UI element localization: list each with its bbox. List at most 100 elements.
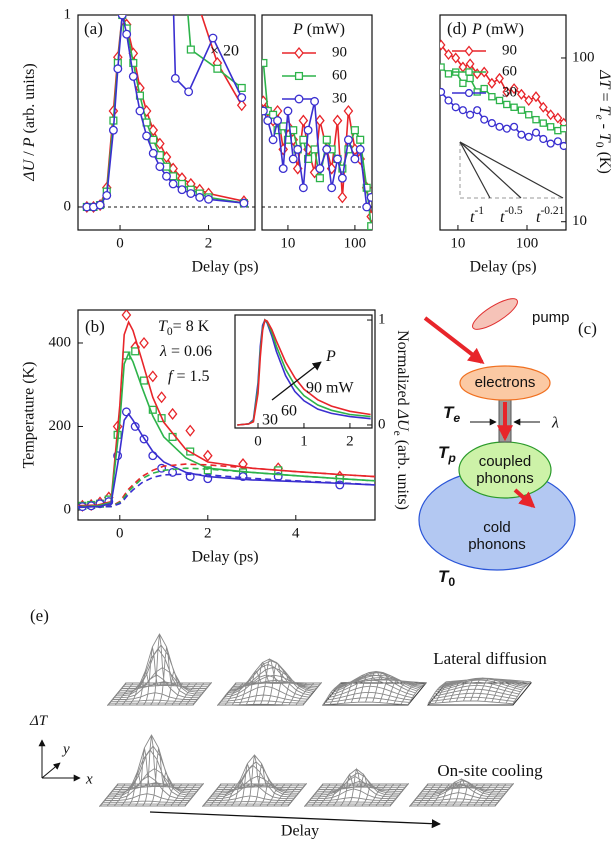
data-point (162, 171, 171, 181)
data-point (147, 370, 158, 383)
data-point (517, 106, 526, 114)
data-point (553, 137, 562, 146)
y-axis-label-part: / (21, 147, 38, 159)
data-point (102, 190, 112, 200)
axis-label: ΔT (29, 713, 49, 729)
data-point (128, 71, 138, 81)
diagram-label: electrons (475, 374, 536, 391)
legend-label: 90 (502, 42, 517, 58)
data-point (322, 135, 331, 144)
y-tick-label: 100 (572, 49, 595, 65)
data-point (268, 135, 278, 145)
legend-title-part: (mW) (482, 21, 524, 38)
temperature-label: T0 (438, 567, 455, 589)
data-point (148, 124, 159, 137)
y-axis-label-part: Normalized (394, 330, 411, 410)
gaussian-mesh (107, 633, 212, 706)
x-axis-label: Delay (ps) (469, 259, 536, 276)
legend-marker (464, 45, 474, 57)
data-point (191, 0, 199, 1)
data-point (148, 148, 158, 158)
data-point (108, 125, 118, 135)
data-point (367, 222, 372, 230)
gaussian-mesh (409, 778, 514, 807)
annotation-part: = 1.5 (172, 368, 209, 385)
data-point (343, 135, 353, 145)
gaussian-mesh (304, 767, 409, 807)
data-point (502, 86, 512, 98)
data-point (95, 200, 105, 210)
x-tick-label: 0 (254, 433, 262, 449)
y-tick-label: 400 (49, 334, 72, 350)
gaussian-mesh (427, 677, 532, 705)
data-point (546, 123, 555, 131)
cooling-arrow (513, 488, 536, 509)
data-point (531, 91, 541, 103)
data-point (553, 112, 563, 124)
annotation: t-0.21 (536, 205, 565, 226)
data-point (495, 96, 504, 105)
data-point (237, 83, 246, 92)
data-point (510, 122, 519, 131)
data-point (315, 174, 324, 183)
power-law-guide (459, 141, 522, 199)
data-point (444, 70, 453, 78)
data-point (546, 109, 556, 121)
data-point (129, 58, 138, 68)
data-point (278, 164, 288, 174)
data-point (559, 141, 566, 151)
data-point (495, 72, 504, 84)
data-point (362, 183, 371, 192)
diagram-label: pump (532, 309, 570, 326)
data-point (466, 110, 475, 119)
data-point (473, 88, 481, 96)
data-point (135, 106, 145, 116)
plot-frame (77, 309, 376, 521)
data-point (495, 122, 504, 131)
y-tick-label: 10 (572, 213, 587, 229)
y-axis-label-part: (arb. units) (21, 63, 38, 137)
data-point (237, 93, 247, 102)
data-point (184, 87, 194, 97)
y-axis-label: Temperature (K) (21, 362, 38, 469)
temperature-label-part: T (443, 403, 455, 422)
power-law-guide (459, 141, 491, 199)
panel-label: (e) (30, 606, 49, 625)
axis-label: Delay (281, 823, 319, 840)
y-axis-label-part: (K) (596, 148, 613, 174)
data-point (239, 198, 249, 208)
data-point (204, 194, 213, 204)
gaussian-mesh (202, 754, 307, 807)
x-tick-label: 0 (116, 235, 124, 251)
y-tick-label: 1 (378, 311, 386, 327)
diagram-label: phonons (476, 470, 534, 487)
data-point (356, 135, 365, 144)
data-point (186, 189, 196, 198)
data-point (167, 407, 178, 420)
diagram-label: coupled (479, 453, 532, 470)
annotation-part: t (536, 209, 541, 226)
data-point (113, 64, 123, 74)
plot-frame (261, 14, 373, 231)
data-point (170, 73, 180, 83)
data-point (262, 58, 268, 68)
legend-title-part: P (292, 21, 303, 38)
panel-label: (d) (447, 19, 467, 38)
axis-arrow (41, 762, 61, 779)
x-axis-label: Delay (ps) (191, 549, 258, 566)
data-point (288, 154, 298, 164)
data-point (332, 114, 343, 127)
data-point (262, 106, 268, 116)
data-point (337, 173, 347, 183)
annotation-part: λ (159, 343, 167, 360)
legend-label: 90 (332, 44, 347, 60)
pump-arrow (423, 316, 485, 364)
legend-label: 60 (332, 67, 347, 83)
y-axis-label: ΔU / P (arb. units) (21, 63, 38, 181)
annotation: 30 (262, 412, 278, 429)
data-point (487, 77, 497, 89)
plot-frame (77, 14, 256, 231)
plot-frame (234, 314, 373, 429)
y-tick-label: 0 (64, 501, 72, 517)
gaussian-mesh (217, 658, 322, 706)
